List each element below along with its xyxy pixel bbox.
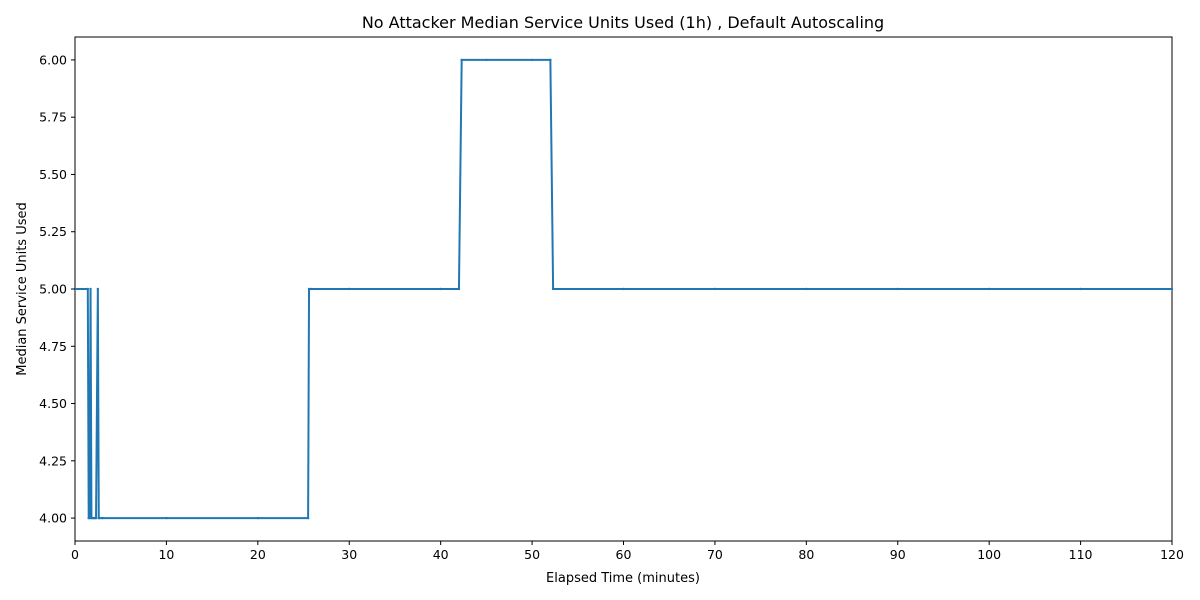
y-tick-label: 4.75: [39, 339, 67, 354]
data-point: [307, 287, 311, 291]
x-tick-label: 20: [250, 547, 266, 562]
data-point: [622, 287, 625, 291]
x-tick-label: 70: [707, 547, 723, 562]
data-point: [713, 287, 717, 291]
data-point: [310, 287, 313, 291]
x-tick-label: 50: [524, 547, 540, 562]
data-point: [89, 287, 92, 291]
data-point: [1170, 287, 1174, 291]
x-axis-title: Elapsed Time (minutes): [546, 571, 700, 586]
data-point: [551, 287, 555, 291]
y-tick-label: 5.50: [39, 167, 67, 182]
x-tick-label: 0: [71, 547, 79, 562]
y-tick-label: 5.75: [39, 110, 67, 125]
data-point: [306, 516, 310, 520]
data-point: [896, 287, 899, 291]
y-tick-label: 5.25: [39, 224, 67, 239]
x-tick-label: 40: [433, 547, 449, 562]
data-point: [165, 516, 168, 520]
data-point: [1079, 287, 1082, 291]
x-tick-label: 100: [977, 547, 1001, 562]
chart-title: No Attacker Median Service Units Used (1…: [362, 13, 884, 32]
data-point: [439, 287, 442, 291]
x-tick-label: 110: [1069, 547, 1093, 562]
data-point: [101, 516, 104, 520]
data-point: [805, 287, 808, 291]
y-tick-label: 4.50: [39, 396, 67, 411]
data-point: [96, 287, 100, 291]
data-point: [549, 58, 552, 62]
x-tick-label: 120: [1160, 547, 1184, 562]
y-tick-label: 4.25: [39, 453, 67, 468]
data-point: [530, 58, 534, 62]
y-tick-label: 5.00: [39, 282, 67, 297]
x-tick-label: 30: [341, 547, 357, 562]
x-axis: 0 10 20 30 40 50 60 70 80 90 100 110 120: [71, 541, 1184, 562]
y-axis: 4.00 4.25 4.50 4.75 5.00 5.25 5.50 5.75 6.00: [39, 52, 75, 526]
data-point: [457, 287, 461, 291]
x-tick-label: 80: [798, 547, 814, 562]
data-point: [256, 516, 260, 520]
data-point: [460, 58, 463, 62]
y-tick-label: 6.00: [39, 52, 67, 67]
y-tick-label: 4.00: [39, 511, 67, 526]
x-tick-label: 60: [616, 547, 632, 562]
data-point: [485, 58, 488, 62]
data-point: [98, 516, 101, 520]
data-point: [86, 287, 90, 291]
data-point: [987, 287, 991, 291]
x-tick-label: 90: [890, 547, 906, 562]
data-point: [94, 516, 98, 520]
x-tick-label: 10: [158, 547, 174, 562]
data-point: [348, 287, 351, 291]
data-point: [88, 516, 91, 520]
y-axis-title: Median Service Units Used: [15, 202, 30, 376]
plot-area: [73, 36, 1174, 542]
